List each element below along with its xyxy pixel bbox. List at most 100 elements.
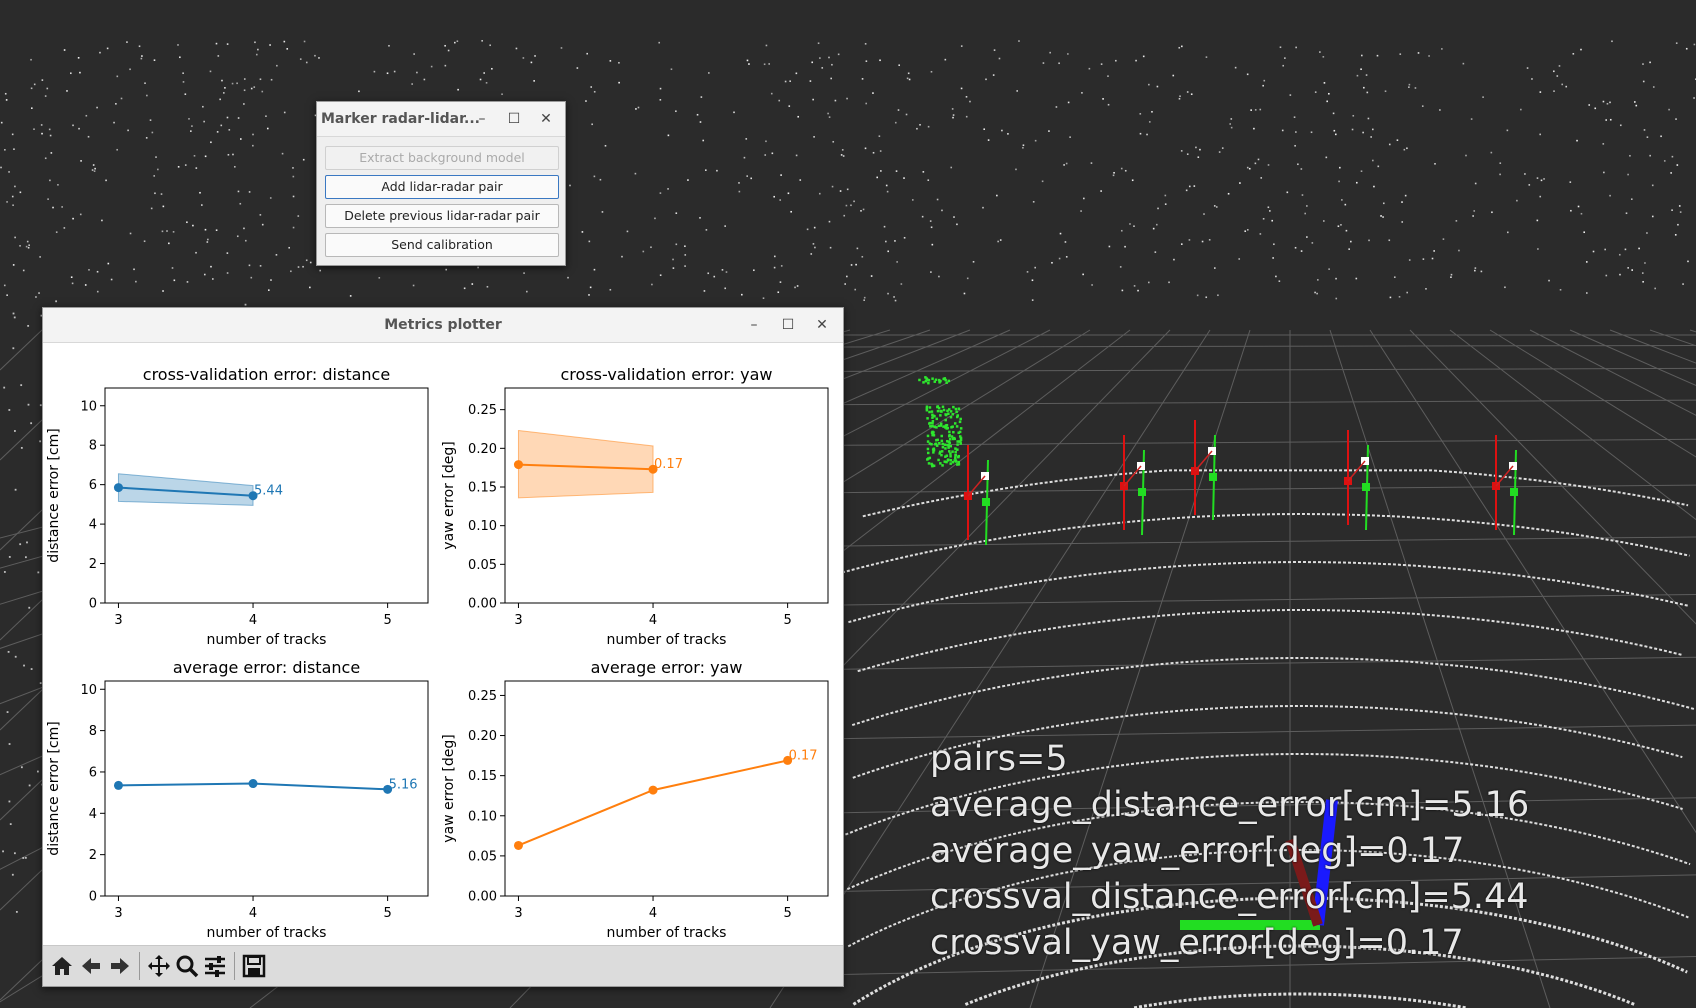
plot-frame <box>104 680 429 897</box>
toolbar-separator <box>139 952 140 980</box>
chart-title: average error: distance <box>173 658 360 677</box>
y-tick-label: 8 <box>89 724 97 739</box>
chart-title: cross-validation error: distance <box>143 365 390 384</box>
plotter-title: Metrics plotter <box>384 317 502 333</box>
data-point <box>248 491 258 501</box>
data-label: 5.44 <box>254 484 283 499</box>
stat-crossval-distance-error: crossval_distance_error[cm]=5.44 <box>930 877 1529 917</box>
delete-pair-button[interactable]: Delete previous lidar-radar pair <box>325 204 559 228</box>
series-line <box>118 486 254 497</box>
y-axis-label: yaw error [deg] <box>441 734 457 842</box>
chart-panel-3: average error: distance 5.16 3 4 5 0 2 4 6 8 10 num… <box>46 658 429 941</box>
stat-average-yaw-error: average_yaw_error[deg]=0.17 <box>930 831 1465 871</box>
y-tick-label: 4 <box>89 518 97 533</box>
plotter-titlebar[interactable]: Metrics plotter – ☐ ✕ <box>43 308 843 343</box>
forward-icon[interactable] <box>107 953 133 979</box>
x-axis-label: number of tracks <box>207 632 327 648</box>
plot-toolbar <box>43 945 843 986</box>
confidence-band <box>117 473 254 506</box>
x-tick-label: 4 <box>649 613 657 628</box>
radar-lidar-markers <box>964 420 1518 546</box>
y-tick-label: 0.00 <box>468 890 497 905</box>
close-button[interactable]: ✕ <box>540 111 552 127</box>
x-tick-label: 4 <box>249 906 257 921</box>
series-line <box>518 463 654 471</box>
maximize-button[interactable]: ☐ <box>781 317 795 333</box>
send-calibration-button[interactable]: Send calibration <box>325 233 559 257</box>
plot-frame <box>104 387 429 604</box>
y-tick-label: 6 <box>89 765 97 780</box>
y-tick-label: 0.15 <box>468 480 497 495</box>
data-point <box>113 483 123 493</box>
marker-dialog: Marker radar-lidar... – ☐ ✕ Extract back… <box>316 101 566 266</box>
add-pair-button[interactable]: Add lidar-radar pair <box>325 175 559 199</box>
calibration-stats: pairs=5 average_distance_error[cm]=5.16 … <box>930 736 1529 966</box>
plot-canvas[interactable]: cross-validation error: distance 5.44 3 4 5 0… <box>43 343 843 945</box>
y-tick-label: 2 <box>89 848 97 863</box>
chart-panel-2: cross-validation error: yaw 0.17 3 4 5 0.00 0.… <box>441 365 829 648</box>
y-tick-label: 0.05 <box>468 849 497 864</box>
stat-crossval-yaw-error: crossval_yaw_error[deg]=0.17 <box>930 923 1464 963</box>
metrics-charts: cross-validation error: distance 5.44 3 4 5 0… <box>46 365 829 941</box>
lidar-points <box>0 40 1696 1008</box>
y-axis-label: distance error [cm] <box>46 721 62 855</box>
stat-average-distance-error: average_distance_error[cm]=5.16 <box>930 785 1530 825</box>
data-point <box>648 785 658 795</box>
confidence-band <box>517 429 654 499</box>
data-point <box>113 780 123 790</box>
x-axis-label: number of tracks <box>607 925 727 941</box>
minimize-button[interactable]: – <box>750 317 758 333</box>
configure-icon[interactable] <box>202 953 228 979</box>
data-point <box>513 840 523 850</box>
green-point-cluster <box>918 376 963 468</box>
data-label: 0.17 <box>789 748 818 763</box>
series-line <box>518 759 788 847</box>
y-tick-label: 10 <box>80 683 97 698</box>
y-tick-label: 2 <box>89 557 97 572</box>
y-tick-label: 0.00 <box>468 597 497 612</box>
stat-pairs: pairs=5 <box>930 739 1068 779</box>
back-icon[interactable] <box>78 953 104 979</box>
x-axis-label: number of tracks <box>607 632 727 648</box>
plot-frame <box>504 387 829 604</box>
maximize-button[interactable]: ☐ <box>507 111 521 127</box>
x-tick-label: 4 <box>249 613 257 628</box>
y-tick-label: 0.10 <box>468 519 497 534</box>
data-label: 0.17 <box>654 457 683 472</box>
close-button[interactable]: ✕ <box>816 317 828 333</box>
y-axis-label: yaw error [deg] <box>441 441 457 549</box>
y-tick-label: 0.25 <box>468 689 497 704</box>
x-tick-label: 5 <box>783 906 791 921</box>
zoom-icon[interactable] <box>174 953 200 979</box>
chart-panel-4: average error: yaw 0.17 3 4 5 0.00 0.05 0.10 0.1… <box>441 658 829 941</box>
x-tick-label: 3 <box>514 906 522 921</box>
y-tick-label: 0.15 <box>468 769 497 784</box>
marker-dialog-titlebar[interactable]: Marker radar-lidar... – ☐ ✕ <box>317 102 565 137</box>
y-tick-label: 4 <box>89 807 97 822</box>
x-axis-label: number of tracks <box>207 925 327 941</box>
data-point <box>648 464 658 474</box>
save-icon[interactable] <box>241 953 267 979</box>
y-tick-label: 0.20 <box>468 729 497 744</box>
y-tick-label: 0 <box>89 890 97 905</box>
data-point <box>248 779 258 789</box>
y-tick-label: 0 <box>89 597 97 612</box>
y-tick-label: 0.20 <box>468 442 497 457</box>
pan-icon[interactable] <box>146 953 172 979</box>
data-label: 5.16 <box>389 777 418 792</box>
x-tick-label: 4 <box>649 906 657 921</box>
y-tick-label: 10 <box>80 399 97 414</box>
x-tick-label: 3 <box>114 906 122 921</box>
minimize-button[interactable]: – <box>478 111 486 127</box>
y-tick-label: 0.05 <box>468 558 497 573</box>
plot-frame <box>504 680 829 897</box>
toolbar-separator <box>234 952 235 980</box>
x-tick-label: 5 <box>383 906 391 921</box>
y-tick-label: 6 <box>89 478 97 493</box>
metrics-plotter-window: Metrics plotter – ☐ ✕ cross-validation e… <box>42 307 844 987</box>
y-tick-label: 0.10 <box>468 809 497 824</box>
data-point <box>383 784 393 794</box>
home-icon[interactable] <box>49 953 75 979</box>
y-tick-label: 0.25 <box>468 403 497 418</box>
extract-background-button[interactable]: Extract background model <box>325 146 559 170</box>
